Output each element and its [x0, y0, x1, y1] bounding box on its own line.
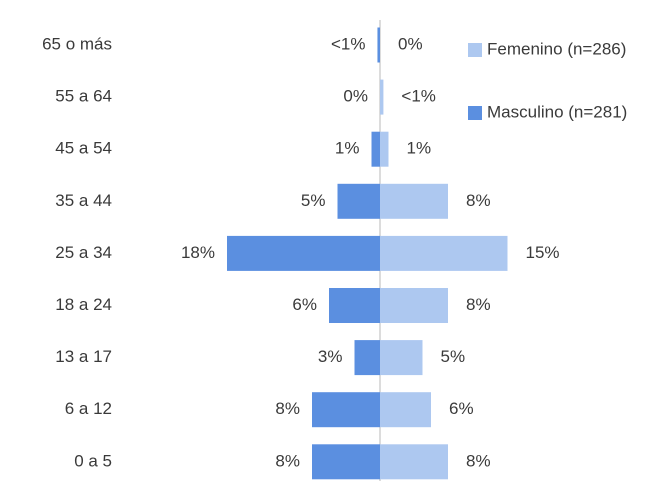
category-label: 35 a 44	[55, 191, 112, 210]
category-label: 13 a 17	[55, 347, 112, 366]
category-label: 65 o más	[42, 34, 112, 53]
category-label: 0 a 5	[74, 451, 112, 470]
value-label: 6%	[292, 295, 317, 314]
legend-label: Masculino (n=281)	[487, 102, 627, 121]
bar	[337, 183, 380, 219]
bar	[380, 235, 508, 271]
bar	[371, 131, 380, 167]
value-label: 1%	[335, 139, 360, 158]
value-label: 8%	[275, 451, 300, 470]
value-label: 1%	[407, 139, 432, 158]
legend-swatch	[468, 106, 482, 120]
bar	[312, 444, 380, 480]
bar	[227, 235, 380, 271]
value-label: <1%	[401, 87, 436, 106]
category-label: 18 a 24	[55, 295, 112, 314]
bar	[312, 392, 380, 428]
bar	[380, 392, 431, 428]
bar	[380, 131, 389, 167]
bar	[380, 444, 448, 480]
category-label: 55 a 64	[55, 87, 112, 106]
value-label: 6%	[449, 399, 474, 418]
legend-label: Femenino (n=286)	[487, 39, 626, 58]
value-label: 5%	[441, 347, 466, 366]
category-label: 45 a 54	[55, 139, 112, 158]
value-label: 8%	[275, 399, 300, 418]
category-label: 25 a 34	[55, 243, 112, 262]
bar	[354, 340, 380, 376]
bar	[380, 183, 448, 219]
value-label: <1%	[331, 34, 366, 53]
value-label: 0%	[398, 34, 423, 53]
value-label: 8%	[466, 295, 491, 314]
bar	[329, 288, 380, 323]
bar	[380, 79, 384, 115]
category-label: 6 a 12	[65, 399, 112, 418]
bar	[377, 27, 380, 63]
value-label: 15%	[526, 243, 560, 262]
bar	[380, 340, 423, 376]
value-label: 5%	[301, 191, 326, 210]
value-label: 0%	[343, 87, 368, 106]
value-label: 8%	[466, 451, 491, 470]
bar	[380, 288, 448, 323]
legend-swatch	[468, 43, 482, 57]
value-label: 3%	[318, 347, 343, 366]
value-label: 18%	[181, 243, 215, 262]
value-label: 8%	[466, 191, 491, 210]
